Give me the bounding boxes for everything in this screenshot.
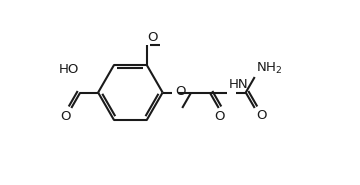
Text: O: O — [214, 110, 224, 123]
Text: O: O — [256, 110, 266, 122]
Text: HO: HO — [59, 63, 79, 76]
Text: O: O — [175, 85, 185, 98]
Text: NH$_2$: NH$_2$ — [256, 61, 282, 76]
Text: O: O — [60, 110, 70, 123]
Text: O: O — [147, 31, 158, 44]
Text: HN: HN — [228, 78, 248, 90]
